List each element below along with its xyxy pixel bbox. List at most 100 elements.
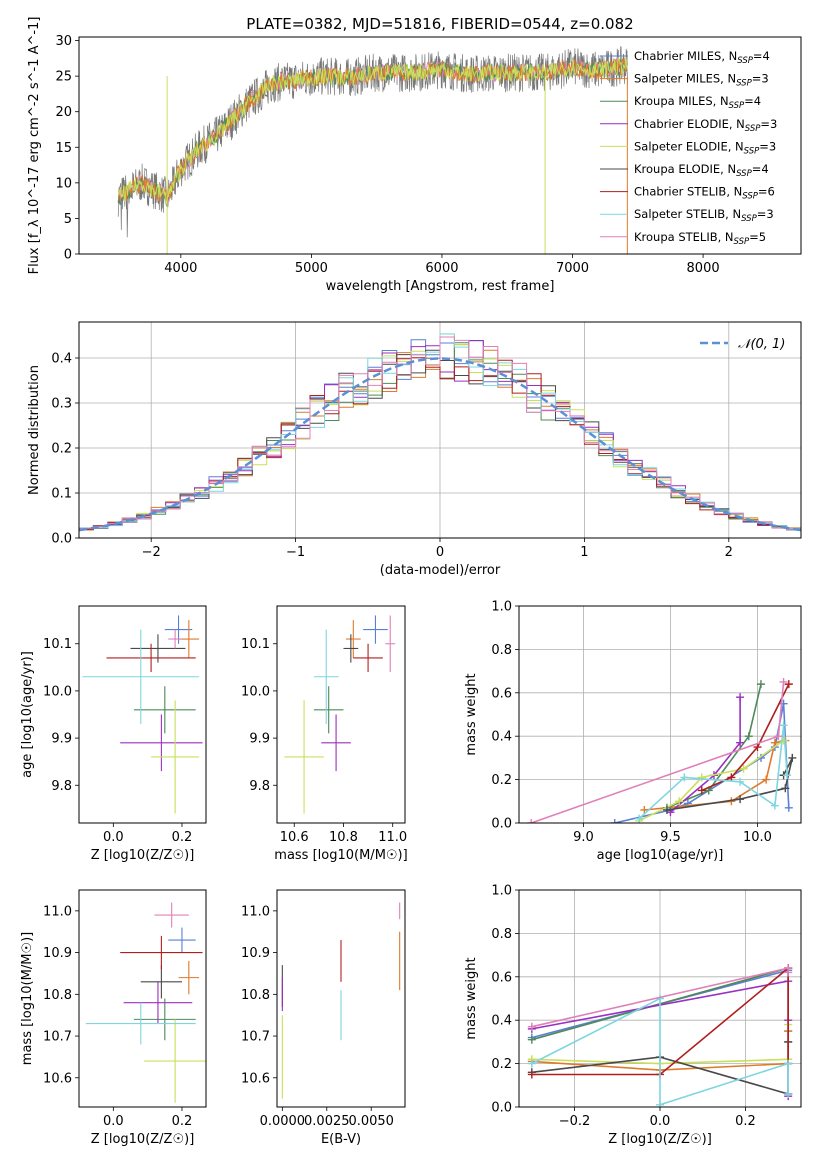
y-tick-label: 1.0: [491, 600, 512, 615]
weight-marker: [736, 693, 745, 702]
y-axis-label: Flux [f_λ 10^-17 erg cm^-2 s^-1 A^-1]: [27, 17, 42, 275]
weight-marker: [770, 801, 779, 810]
legend-entry: Chabrier ELODIE, NSSP=3: [634, 117, 777, 134]
figure-title: PLATE=0382, MJD=51816, FIBERID=0544, z=0…: [246, 15, 633, 33]
legend-entry: Chabrier MILES, NSSP=4: [634, 49, 770, 66]
x-tick-label: 0.2: [172, 830, 193, 845]
y-tick-label: 25: [55, 70, 72, 85]
y-tick-label: 20: [55, 105, 72, 120]
x-tick-label: 5000: [295, 261, 328, 276]
x-tick-label: 7000: [556, 261, 589, 276]
x-tick-label: 8000: [687, 261, 720, 276]
x-tick-label: 0.0: [103, 1114, 124, 1129]
weight-marker: [739, 764, 748, 773]
x-axis-label: Z [log10(Z/Z☉)]: [91, 1132, 195, 1147]
legend-entry: Kroupa MILES, NSSP=4: [634, 94, 761, 111]
axes-frame: [78, 889, 207, 1108]
weight-marker: [744, 732, 753, 741]
weight-series: [531, 966, 790, 1076]
weight-marker: [784, 1089, 793, 1098]
weight-marker: [662, 805, 671, 814]
weight-series: [638, 725, 788, 820]
x-tick-label: −0.2: [559, 1114, 591, 1129]
weight_vs_Z-panel: −0.2 0.0 0.2 0.0 0.2 0.4 0.6 0.8 1.0 Z [log10(Z/Z…: [464, 884, 802, 1147]
y-tick-label: 10: [55, 176, 72, 191]
weight-series: [701, 683, 790, 792]
x-tick-label: 4000: [164, 261, 197, 276]
weight-marker: [527, 1070, 536, 1079]
x-tick-label: 9.5: [660, 830, 681, 845]
weight-marker: [680, 773, 689, 782]
weight-marker: [784, 1059, 793, 1068]
mass_vs_Z-panel: 0.0 0.2 10.6 10.7 10.8 10.9 11.0 Z [log10(Z/Z☉)…: [20, 889, 207, 1147]
x-tick-label: 0.0050: [348, 1114, 394, 1129]
axes-frame: [276, 889, 406, 1108]
weight-marker: [527, 1059, 536, 1068]
y-tick-label: 0.8: [491, 643, 512, 658]
x-axis-label: Z [log10(Z/Z☉)]: [608, 1132, 712, 1147]
y-tick-label: 9.8: [249, 779, 270, 794]
y-tick-label: 10.9: [241, 946, 270, 961]
model-spectrum: [117, 56, 628, 205]
y-tick-label: 0.2: [491, 1057, 512, 1072]
weight-marker: [736, 738, 745, 747]
weight-marker: [727, 773, 736, 782]
y-tick-label: 10.7: [241, 1030, 270, 1045]
x-tick-label: 6000: [425, 261, 458, 276]
weight-marker: [527, 1022, 536, 1031]
axes-frame: [78, 321, 802, 539]
weight-series: [669, 697, 741, 813]
weight-marker: [788, 753, 797, 762]
x-tick-label: 0: [436, 545, 444, 560]
y-tick-label: 0.3: [51, 397, 72, 412]
y-tick-label: 10.6: [241, 1071, 270, 1086]
x-tick-label: 1: [580, 545, 588, 560]
y-tick-label: 10.1: [241, 637, 270, 652]
legend-entry: 𝒩(0, 1): [738, 337, 785, 352]
x-tick-label: 10.6: [280, 830, 309, 845]
x-tick-label: −1: [286, 545, 305, 560]
age_vs_Z-panel: 0.0 0.2 9.8 9.9 10.0 10.1 Z [log10(Z/Z☉)] age […: [20, 605, 207, 863]
weight-marker: [697, 786, 706, 795]
x-axis-label: mass [log10(M/M☉)]: [274, 848, 407, 863]
weight-marker: [697, 773, 706, 782]
y-tick-label: 0.6: [491, 686, 512, 701]
axes-frame: [78, 605, 207, 824]
y-tick-label: 10.7: [43, 1030, 72, 1045]
weight_vs_age-panel: 9.0 9.5 10.0 0.0 0.2 0.4 0.6 0.8 1.0 age [log10(a…: [464, 600, 802, 863]
y-tick-label: 1.0: [491, 884, 512, 899]
y-tick-label: 10.6: [43, 1071, 72, 1086]
y-tick-label: 0.0: [491, 817, 512, 832]
y-axis-label: mass weight: [464, 957, 479, 1039]
axes-frame: [518, 605, 802, 824]
weight-marker: [635, 814, 644, 823]
weight-series: [531, 997, 790, 1106]
x-tick-label: 10.8: [329, 830, 358, 845]
y-tick-label: 15: [55, 141, 72, 156]
y-tick-label: 9.8: [51, 779, 72, 794]
x-tick-label: 0.2: [735, 1114, 756, 1129]
weight-marker: [779, 721, 788, 730]
legend-entry: Salpeter ELODIE, NSSP=3: [634, 139, 776, 156]
y-tick-label: 0.4: [491, 730, 512, 745]
y-tick-label: 30: [55, 34, 72, 49]
axes-frame: [78, 36, 802, 255]
weight-marker: [770, 738, 779, 747]
weight-marker: [784, 803, 793, 812]
axes-frame: [518, 889, 802, 1108]
spectrum-lines: [117, 46, 628, 254]
weight-marker: [779, 736, 788, 745]
weight-marker: [756, 680, 765, 689]
x-tick-label: 11.0: [378, 830, 407, 845]
weight-marker: [784, 680, 793, 689]
x-axis-label: E(B-V): [321, 1132, 361, 1147]
weight-marker: [675, 797, 684, 806]
y-tick-label: 11.0: [241, 904, 270, 919]
x-tick-label: 0.0000: [260, 1114, 306, 1129]
x-tick-label: 0.0025: [304, 1114, 350, 1129]
y-tick-label: 10.8: [43, 988, 72, 1003]
spectrum-panel: 4000 5000 6000 7000 8000 0 5 10 15 20 25 30 waveleng…: [27, 17, 802, 294]
weight-series: [666, 683, 762, 809]
y-tick-label: 0.4: [491, 1014, 512, 1029]
